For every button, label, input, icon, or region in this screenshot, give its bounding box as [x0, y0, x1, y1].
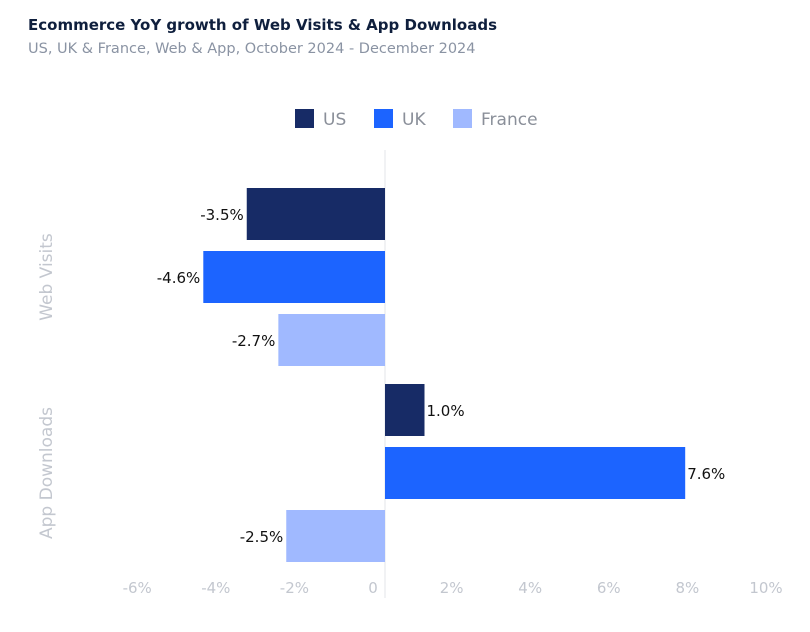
x-tick-label: 2% [440, 579, 464, 597]
legend-swatch-us [295, 109, 314, 128]
legend-label-uk: UK [402, 110, 426, 130]
x-tick-label: 4% [518, 579, 542, 597]
x-tick-label: 8% [676, 579, 700, 597]
category-label: Web Visits [37, 233, 57, 321]
x-tick-label: -2% [280, 579, 309, 597]
bar-app-downloads-france [286, 510, 385, 562]
chart-subtitle: US, UK & France, Web & App, October 2024… [28, 41, 476, 57]
legend-swatch-france [453, 109, 472, 128]
legend-label-us: US [323, 110, 346, 130]
chart-title: Ecommerce YoY growth of Web Visits & App… [28, 16, 498, 34]
x-tick-label: 10% [749, 579, 782, 597]
bar-web-visits-france [278, 314, 385, 366]
data-label: -2.5% [240, 528, 284, 546]
bar-web-visits-us [246, 188, 385, 240]
data-label: 1.0% [427, 402, 465, 420]
legend-label-france: France [481, 110, 538, 130]
x-tick-label: -4% [201, 579, 230, 597]
x-tick-label: -6% [123, 579, 152, 597]
category-label: App Downloads [37, 407, 57, 539]
bar-web-visits-uk [203, 251, 385, 303]
data-label: 7.6% [687, 465, 725, 483]
data-label: -4.6% [157, 269, 201, 287]
x-tick-label: 0 [368, 579, 378, 597]
x-tick-label: 6% [597, 579, 621, 597]
bar-app-downloads-uk [385, 447, 686, 499]
data-label: -2.7% [232, 332, 276, 350]
legend-swatch-uk [374, 109, 393, 128]
bar-app-downloads-us [385, 384, 425, 436]
data-label: -3.5% [200, 206, 244, 224]
